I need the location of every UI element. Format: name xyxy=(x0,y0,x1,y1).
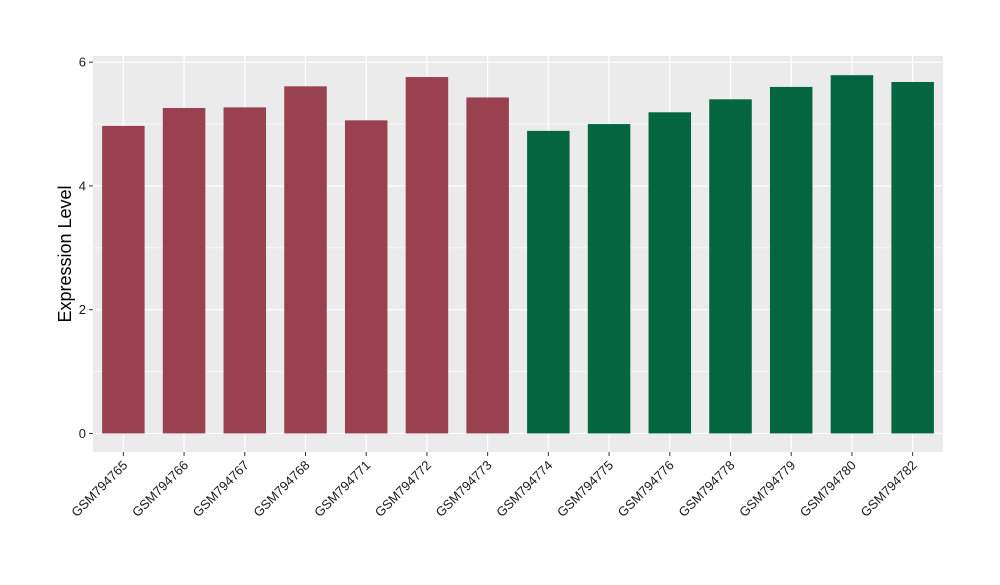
x-tick-label: GSM794775 xyxy=(554,458,616,520)
bar-GSM794768 xyxy=(284,86,327,434)
x-tick-label: GSM794776 xyxy=(615,458,677,520)
y-tick-label: 2 xyxy=(79,302,86,317)
x-tick-label: GSM794766 xyxy=(129,458,191,520)
x-tick-label: GSM794782 xyxy=(858,458,920,520)
x-tick-label: GSM794774 xyxy=(493,458,555,520)
bar-GSM794779 xyxy=(769,86,813,434)
plot-panel xyxy=(93,56,943,452)
x-tick-label: GSM794778 xyxy=(675,458,737,520)
x-tick-label: GSM794772 xyxy=(372,458,434,520)
bars xyxy=(102,75,934,434)
bar-GSM794765 xyxy=(102,125,145,434)
bar-GSM794778 xyxy=(709,99,752,434)
bar-GSM794782 xyxy=(891,81,934,434)
x-tick-label: GSM794767 xyxy=(190,458,252,520)
y-tick-label: 6 xyxy=(79,55,86,70)
bar-GSM794776 xyxy=(648,112,692,434)
x-tick-label: GSM794768 xyxy=(250,458,312,520)
y-tick-label: 4 xyxy=(79,178,86,193)
x-tick-label: GSM794779 xyxy=(736,458,798,520)
x-tick-label: GSM794765 xyxy=(68,458,130,520)
bar-GSM794767 xyxy=(223,107,267,434)
x-tick-label: GSM794771 xyxy=(311,458,373,520)
x-tick-label: GSM794773 xyxy=(433,458,495,520)
bar-GSM794780 xyxy=(830,75,874,434)
x-tick-label: GSM794780 xyxy=(797,458,859,520)
bar-GSM794772 xyxy=(405,77,449,434)
y-axis-label: Expression Level xyxy=(55,185,75,322)
bar-GSM794766 xyxy=(162,107,206,434)
bar-GSM794771 xyxy=(344,120,388,434)
bar-GSM794775 xyxy=(587,124,631,434)
x-axis: GSM794765GSM794766GSM794767GSM794768GSM7… xyxy=(68,452,920,520)
bar-GSM794774 xyxy=(527,130,570,434)
y-axis: 0 2 4 6 xyxy=(79,55,93,441)
y-tick-label: 0 xyxy=(79,426,86,441)
bar-GSM794773 xyxy=(466,97,509,434)
